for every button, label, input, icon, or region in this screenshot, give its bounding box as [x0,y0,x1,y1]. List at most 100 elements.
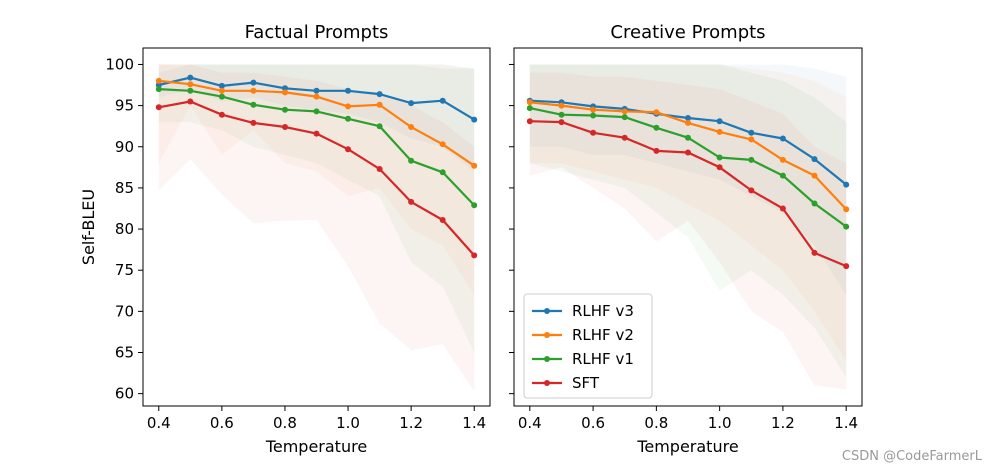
point-rlhf-v3 [811,156,818,163]
y-tick-label: 100 [105,55,134,73]
point-rlhf-v2 [590,106,597,113]
x-tick-label: 0.8 [644,414,668,432]
point-rlhf-v3 [779,135,786,142]
x-tick-label: 1.2 [771,414,795,432]
point-sft [250,119,257,126]
axes-frame [142,47,491,407]
band-rlhf-v1 [158,64,475,353]
point-sft [779,205,786,212]
point-rlhf-v3 [187,74,194,81]
band-rlhf-v3 [529,64,847,295]
point-sft [621,134,628,141]
point-sft [590,129,597,136]
legend-label: RLHF v2 [572,326,634,344]
point-rlhf-v1 [526,105,533,112]
point-rlhf-v1 [376,123,383,130]
point-rlhf-v1 [779,172,786,179]
legend-marker [544,308,550,314]
point-rlhf-v1 [282,106,288,113]
point-rlhf-v1 [250,101,257,108]
point-sft [748,187,755,194]
band-sft [529,72,847,390]
point-sft [155,104,162,111]
point-rlhf-v3 [282,85,288,92]
legend-label: RLHF v1 [572,350,634,368]
point-sft [471,252,478,259]
watermark: CSDN @CodeFarmerL [841,449,982,464]
point-sft [653,147,660,154]
point-rlhf-v1 [218,93,225,100]
point-sft [218,111,225,118]
point-rlhf-v3 [843,181,850,188]
point-rlhf-v1 [439,169,446,176]
point-rlhf-v2 [748,136,755,143]
point-sft [843,263,850,270]
x-tick-label: 1.2 [399,414,423,432]
point-rlhf-v3 [250,79,257,86]
axes-frame [513,47,863,407]
x-tick-label: 0.6 [581,414,605,432]
band-sft [158,64,475,392]
point-rlhf-v2 [345,103,351,110]
point-rlhf-v1 [748,156,755,163]
chart-title: Factual Prompts [245,22,389,43]
point-rlhf-v1 [811,200,818,207]
point-sft [439,217,446,223]
point-sft [345,146,351,153]
x-axis-label: Temperature [265,437,367,456]
legend-item-rlhf-v2: RLHF v2 [532,326,634,344]
point-rlhf-v2 [653,109,660,116]
point-rlhf-v1 [558,111,565,118]
point-rlhf-v2 [408,124,415,130]
y-tick-label: 95 [115,97,134,115]
y-tick-label: 80 [115,220,134,238]
legend-item-rlhf-v1: RLHF v1 [532,350,634,368]
x-tick-label: 0.6 [210,414,234,432]
y-axis-label: Self-BLEU [79,189,98,265]
point-rlhf-v2 [250,87,257,94]
legend-item-rlhf-v3: RLHF v3 [532,302,634,320]
point-rlhf-v1 [471,202,478,209]
y-tick-label: 75 [115,261,134,279]
legend-box [523,293,653,399]
point-rlhf-v2 [526,99,533,106]
point-sft [282,124,288,130]
point-rlhf-v2 [313,93,320,100]
y-tick-label: 60 [115,385,134,403]
band-rlhf-v2 [158,64,475,295]
point-sft [313,130,320,137]
band-rlhf-v2 [529,64,847,361]
point-sft [187,98,194,105]
point-rlhf-v1 [408,157,415,164]
point-rlhf-v3 [748,129,755,136]
point-rlhf-v2 [621,108,628,115]
x-tick-label: 0.8 [273,414,297,432]
x-axis-label: Temperature [636,437,738,456]
y-tick-label: 70 [115,302,134,320]
band-rlhf-v1 [529,64,847,378]
point-rlhf-v2 [218,87,225,94]
point-rlhf-v3 [155,82,162,88]
x-tick-label: 1.0 [708,414,732,432]
point-rlhf-v1 [187,87,194,94]
point-rlhf-v2 [685,119,691,126]
point-rlhf-v3 [471,116,478,123]
point-rlhf-v2 [716,128,723,135]
point-rlhf-v2 [843,206,850,213]
point-rlhf-v1 [843,223,850,230]
point-sft [408,198,415,205]
point-sft [376,166,383,172]
legend-label: SFT [572,374,600,392]
point-rlhf-v3 [313,87,320,94]
point-rlhf-v2 [187,81,194,88]
point-rlhf-v1 [716,154,723,161]
legend-marker [544,356,550,362]
legend-item-sft: SFT [532,374,600,392]
point-rlhf-v1 [590,112,597,119]
point-rlhf-v1 [621,114,628,121]
point-sft [558,119,565,126]
legend: RLHF v3 RLHF v2 RLHF v1 SFT [523,293,653,399]
y-tick-label: 85 [115,179,134,197]
y-tick-label: 65 [115,344,134,362]
